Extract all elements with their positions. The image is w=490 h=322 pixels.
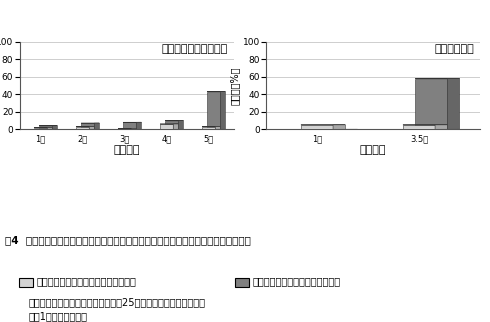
Polygon shape	[207, 92, 220, 129]
Text: 4葉: 4葉	[162, 134, 172, 143]
Polygon shape	[76, 127, 89, 129]
Polygon shape	[160, 124, 173, 129]
Polygon shape	[301, 125, 333, 129]
Polygon shape	[89, 127, 94, 129]
Polygon shape	[118, 128, 131, 129]
Polygon shape	[202, 127, 215, 129]
Polygon shape	[131, 128, 136, 129]
Text: ・落水条件で生育させ、除草剤処理25日後に残草量を調査した。: ・落水条件で生育させ、除草剤処理25日後に残草量を調査した。	[29, 297, 206, 307]
Bar	[19, 278, 33, 287]
Polygon shape	[178, 120, 183, 129]
Text: 1葉: 1葉	[35, 134, 46, 143]
Polygon shape	[215, 127, 221, 129]
Polygon shape	[39, 126, 52, 129]
Polygon shape	[52, 126, 57, 129]
Polygon shape	[165, 120, 178, 129]
Polygon shape	[136, 122, 141, 129]
Text: タカサブロウ: タカサブロウ	[434, 44, 474, 54]
Polygon shape	[34, 128, 47, 129]
Polygon shape	[220, 92, 225, 129]
Bar	[235, 278, 249, 287]
Polygon shape	[415, 79, 447, 129]
Polygon shape	[435, 125, 447, 129]
Text: 処理葉齢: 処理葉齢	[114, 145, 140, 155]
Text: 図4  アメリカセンダングサおよびタカサブロウに対する茎葉処理型除草剤の防除効果: 図4 アメリカセンダングサおよびタカサブロウに対する茎葉処理型除草剤の防除効果	[5, 235, 251, 245]
Polygon shape	[403, 125, 435, 129]
Polygon shape	[123, 122, 136, 129]
Text: 2葉: 2葉	[77, 134, 88, 143]
Text: ・図1の脚注を参照。: ・図1の脚注を参照。	[29, 311, 88, 321]
Polygon shape	[173, 124, 178, 129]
Text: シハロホップブチル・ベンタゾン液剤: シハロホップブチル・ベンタゾン液剤	[36, 276, 136, 286]
Text: ビスピリバックナトリウム塩液剤: ビスピリバックナトリウム塩液剤	[252, 276, 341, 286]
Text: 1葉: 1葉	[312, 134, 322, 143]
Polygon shape	[447, 79, 460, 129]
Text: アメリカセンダングサ: アメリカセンダングサ	[161, 44, 227, 54]
Polygon shape	[81, 123, 94, 129]
Polygon shape	[94, 123, 99, 129]
Text: 3.5葉: 3.5葉	[410, 134, 428, 143]
Y-axis label: 乾物重（%）: 乾物重（%）	[230, 66, 240, 105]
Polygon shape	[47, 128, 52, 129]
Polygon shape	[333, 125, 345, 129]
Text: 5葉: 5葉	[203, 134, 214, 143]
Text: 処理葉齢: 処理葉齢	[360, 145, 386, 155]
Text: 3葉: 3葉	[120, 134, 130, 143]
